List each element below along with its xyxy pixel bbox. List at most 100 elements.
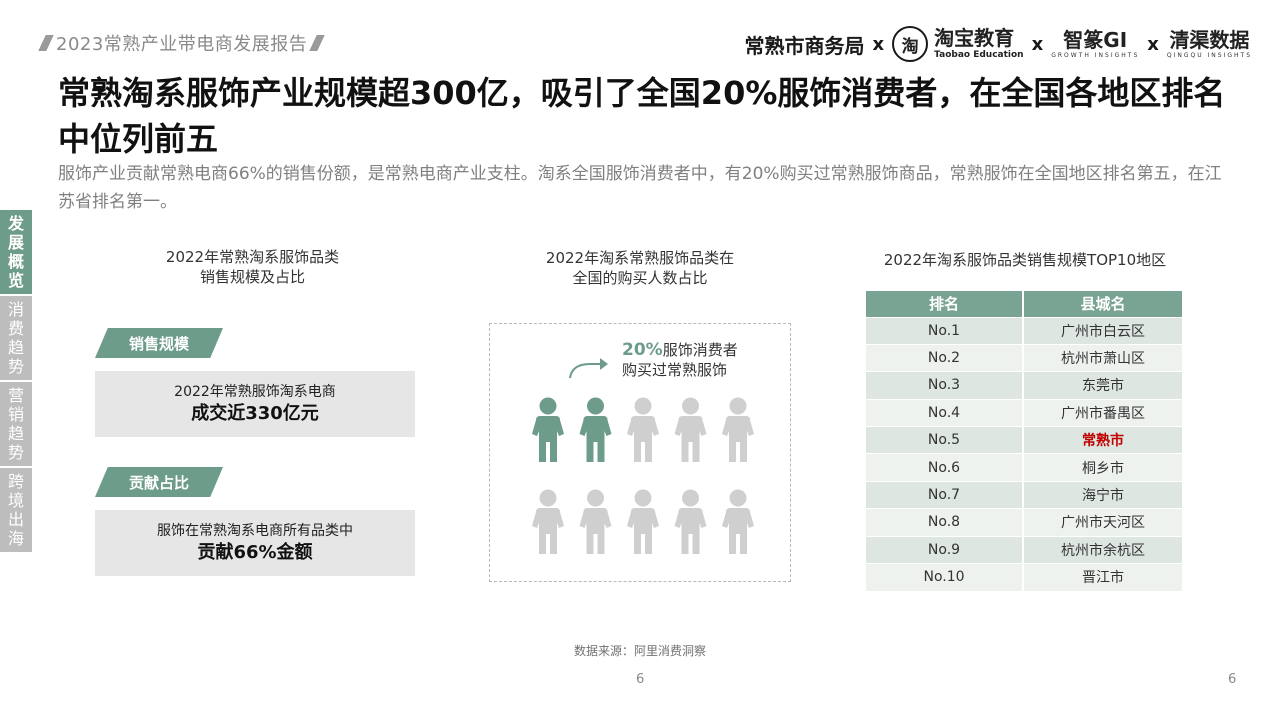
sidenav-item-4[interactable]: 跨境出海 [0, 468, 32, 554]
curved-arrow-icon [569, 358, 608, 379]
sales-scale-label: 销售规模 [128, 334, 189, 353]
buyer-share-callout: 20%服饰消费者 购买过常熟服饰 [566, 340, 738, 380]
sales-scale-box: 2022年常熟服饰淘系电商 成交近330亿元 [95, 371, 415, 437]
table-row: No.6 桐乡市 [866, 453, 1182, 482]
middle-heading: 2022年淘系常熟服饰品类在 全国的购买人数占比 [510, 248, 770, 288]
rank-cell: No.2 [866, 343, 1024, 372]
person-icon [722, 397, 754, 462]
sidenav-item-2[interactable]: 消费趋势 [0, 296, 32, 382]
person-icon [674, 489, 707, 554]
page-title: 常熟淘系服饰产业规模超300亿，吸引了全国20%服饰消费者，在全国各地区排名中位… [58, 74, 1226, 158]
buyer-share-text-line2: 购买过常熟服饰 [622, 361, 728, 379]
left-heading-line1: 2022年常熟淘系服饰品类 [165, 248, 340, 266]
person-icon [532, 489, 564, 554]
data-source: 数据来源：阿里消费洞察 [573, 644, 706, 658]
taobao-icon: 淘 [892, 26, 929, 62]
sidenav-item-1[interactable]: 发展概览 [0, 210, 32, 296]
taobao-education-name: 淘宝教育 [934, 26, 1015, 50]
buyer-share-text: 服饰消费者 [662, 341, 738, 359]
contribution-tag: 贡献占比 [95, 467, 223, 497]
middle-heading-line2: 全国的购买人数占比 [572, 269, 708, 287]
table-row: No.8 广州市天河区 [866, 508, 1182, 537]
person-icon [627, 397, 659, 462]
middle-heading-line1: 2022年淘系常熟服饰品类在 [545, 249, 735, 267]
qingqu-name: 清渠数据 [1169, 27, 1250, 52]
person-icon [532, 397, 564, 462]
left-heading-line2: 销售规模及占比 [199, 268, 305, 286]
person-icon [722, 489, 754, 554]
county-cell: 海宁市 [1023, 480, 1182, 509]
table-row: No.2 杭州市萧山区 [866, 343, 1182, 372]
rank-cell: No.10 [866, 563, 1024, 591]
person-icon [627, 489, 659, 554]
sidenav-char: 势 [7, 357, 24, 376]
buyer-share-percent: 20% [622, 340, 663, 360]
column-header-county: 县城名 [1023, 291, 1182, 317]
sidenav-char: 消 [7, 300, 24, 319]
sidenav-char: 销 [7, 405, 24, 424]
county-cell: 广州市白云区 [1023, 316, 1182, 345]
growth-insights-name: 智篆GI [1063, 27, 1128, 52]
rank-cell: No.4 [866, 398, 1024, 427]
sidenav-char: 展 [7, 233, 24, 252]
table-row: No.4 广州市番禺区 [866, 398, 1182, 427]
buyer-share-panel [489, 323, 791, 582]
person-icon [579, 397, 612, 462]
person-icon [579, 489, 612, 554]
rank-cell: No.6 [866, 453, 1024, 482]
sidenav-char: 营 [7, 386, 24, 405]
people-pictogram [532, 397, 754, 554]
county-cell: 桐乡市 [1023, 453, 1182, 482]
slash-decoration [309, 35, 326, 51]
contribution-box: 服饰在常熟淘系电商所有品类中 贡献66%金额 [95, 510, 415, 576]
sidenav-char: 跨 [7, 472, 24, 491]
growth-insights-logo: 智篆GI GROWTH INSIGHTS [1051, 30, 1139, 59]
sidenav-char: 趋 [7, 338, 24, 357]
slash-decoration [38, 35, 54, 51]
table-row: No.5 常熟市 [866, 426, 1182, 454]
sidenav-char: 出 [7, 510, 24, 529]
partner-separator: x [1147, 33, 1159, 55]
rank-cell: No.9 [866, 535, 1024, 564]
table-row: No.10 晋江市 [866, 563, 1182, 591]
left-heading: 2022年常熟淘系服饰品类 销售规模及占比 [130, 247, 375, 287]
sidenav-char: 势 [7, 443, 24, 462]
side-navigation: 发展概览消费趋势营销趋势跨境出海 [0, 210, 32, 554]
rank-cell: No.8 [866, 508, 1024, 537]
sidenav-char: 境 [7, 491, 24, 510]
page-number-center: 6 [636, 672, 645, 687]
growth-insights-en: GROWTH INSIGHTS [1051, 51, 1140, 59]
page-subtitle: 服饰产业贡献常熟电商66%的销售份额，是常熟电商产业支柱。淘系全国服饰消费者中，… [58, 164, 1222, 212]
report-title-tag: 2023常熟产业带电商发展报告 [36, 32, 327, 55]
sidenav-char: 费 [7, 319, 24, 338]
table-row: No.9 杭州市余杭区 [866, 535, 1182, 564]
sales-scale-desc: 2022年常熟服饰淘系电商 [174, 384, 336, 400]
sidenav-char: 趋 [7, 424, 24, 443]
taobao-education-logo: 淘 淘宝教育 Taobao Education [892, 26, 1024, 62]
partner-logos: 常熟市商务局 x 淘 淘宝教育 Taobao Education x 智篆GI … [745, 24, 1252, 64]
table-row: No.3 东莞市 [866, 371, 1182, 400]
sidenav-item-3[interactable]: 营销趋势 [0, 382, 32, 468]
county-cell: 广州市天河区 [1023, 508, 1182, 537]
county-cell: 晋江市 [1023, 563, 1182, 591]
county-cell: 常熟市 [1023, 426, 1182, 454]
table-row: No.1 广州市白云区 [866, 316, 1182, 345]
top10-table: 排名 县城名 No.1 广州市白云区 No.2 杭州市萧山区 No.3 东莞市 No.4 广州… [866, 291, 1182, 591]
county-cell: 广州市番禺区 [1023, 398, 1182, 427]
contribution-desc: 服饰在常熟淘系电商所有品类中 [157, 523, 353, 539]
rank-cell: No.3 [866, 371, 1024, 400]
partner-commerce-bureau: 常熟市商务局 [744, 33, 865, 58]
county-cell: 东莞市 [1023, 371, 1182, 400]
qingqu-logo: 清渠数据 QINGQU INSIGHTS [1167, 30, 1252, 59]
table-header-row: 排名 县城名 [866, 291, 1182, 317]
sidenav-char: 概 [7, 252, 24, 271]
rank-cell: No.7 [866, 480, 1024, 509]
partner-separator: x [872, 33, 885, 55]
partner-separator: x [1031, 33, 1044, 55]
county-cell: 杭州市萧山区 [1023, 343, 1182, 372]
contribution-label: 贡献占比 [128, 473, 189, 492]
taobao-education-en: Taobao Education [934, 50, 1024, 60]
right-heading: 2022年淘系服饰品类销售规模TOP10地区 [883, 251, 1167, 269]
sidenav-char: 览 [7, 271, 24, 290]
rank-cell: No.5 [866, 426, 1024, 454]
